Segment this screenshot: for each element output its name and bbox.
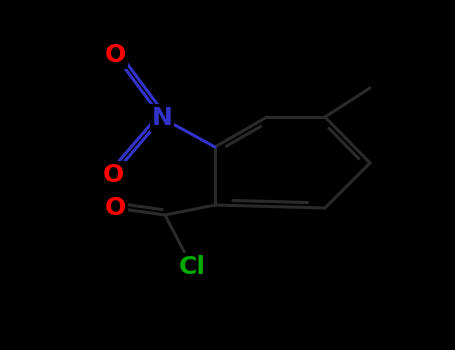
Text: Cl: Cl: [178, 255, 206, 279]
Text: O: O: [104, 43, 126, 67]
Text: N: N: [152, 106, 172, 130]
Text: O: O: [104, 196, 126, 220]
Text: O: O: [102, 163, 124, 187]
